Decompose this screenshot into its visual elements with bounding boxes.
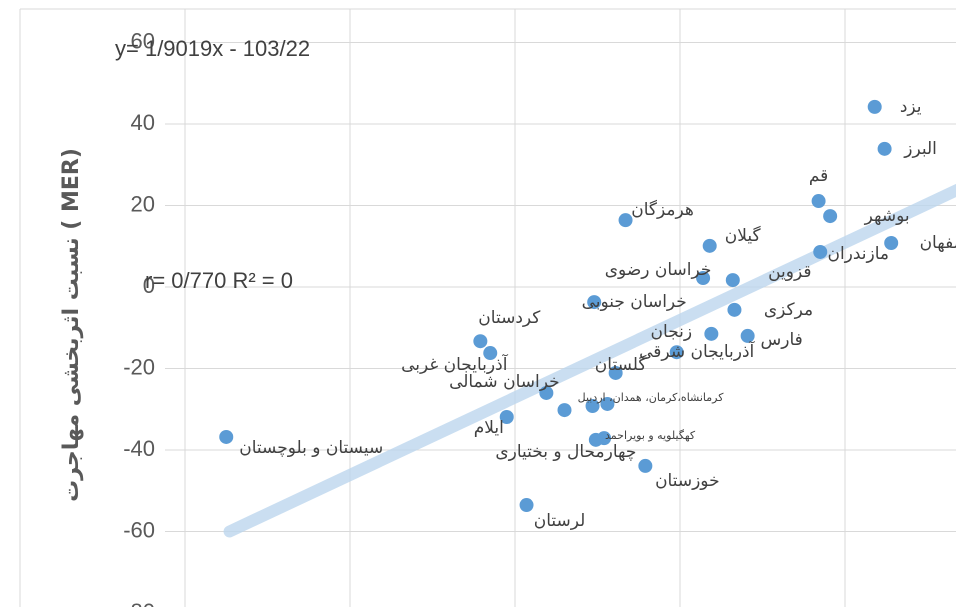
point-label: خوزستان xyxy=(655,471,720,491)
y-tick-label: -80 xyxy=(123,599,155,607)
point xyxy=(608,365,623,380)
y-axis-title: نسبت اثربخشی مهاجرت ( MER) xyxy=(59,148,84,502)
point xyxy=(557,403,572,418)
point-label: آذربایجان شرقی xyxy=(639,340,755,362)
point xyxy=(867,99,882,114)
labels: یزد البرز قم بوشهر اصفهان مازندران هرمزگان گیلا… xyxy=(239,97,956,531)
point-label: خراسان رضوی xyxy=(605,260,712,280)
point xyxy=(696,271,711,286)
point xyxy=(473,334,488,349)
point xyxy=(539,385,554,400)
y-tick-label: -20 xyxy=(123,354,155,379)
grid: -80 -60 -40 -20 0 20 40 60 xyxy=(19,9,956,607)
point-label: سیستان و بلوچستان xyxy=(239,438,383,458)
point xyxy=(587,295,602,310)
point-label: قم xyxy=(809,166,828,186)
equation: y= 1/9019x - 103/22 xyxy=(115,36,310,61)
trendline xyxy=(223,183,956,538)
point-label: فارس xyxy=(761,330,803,350)
trend xyxy=(223,183,956,538)
point xyxy=(588,432,603,447)
point xyxy=(740,328,755,343)
point xyxy=(618,213,633,228)
point xyxy=(483,346,498,361)
point-label: مازندران xyxy=(827,244,889,264)
point xyxy=(702,238,717,253)
point-label: مرکزی xyxy=(764,300,813,320)
point xyxy=(669,345,684,360)
point xyxy=(725,273,740,288)
point xyxy=(884,235,899,250)
point xyxy=(813,244,828,259)
point xyxy=(823,209,838,224)
point-label: ایلام xyxy=(474,418,504,438)
point-label: کهگیلویه و بویراحمد xyxy=(605,429,696,442)
point xyxy=(499,409,514,424)
correlation: r= 0/770 R² = 0 xyxy=(145,268,293,293)
point-label: البرز xyxy=(903,139,937,159)
point-label: خراسان شمالی xyxy=(449,372,560,392)
point-label: بوشهر xyxy=(864,206,910,226)
point xyxy=(877,141,892,156)
point xyxy=(811,194,826,209)
point-label: چهارمحال و بختیاری xyxy=(495,442,636,462)
points xyxy=(219,99,899,513)
point-label: هرمزگان xyxy=(631,199,694,220)
point-label: آذربایجان غربی xyxy=(401,353,509,375)
point-label: لرستان xyxy=(534,511,586,531)
point xyxy=(638,458,653,473)
y-tick-label: 60 xyxy=(131,28,155,53)
point xyxy=(585,398,600,413)
point-label: گیلان xyxy=(725,225,762,246)
y-tick-label: 0 xyxy=(143,273,155,298)
point xyxy=(219,429,234,444)
y-tick-label: 20 xyxy=(131,191,155,216)
point xyxy=(704,326,719,341)
point xyxy=(600,396,615,411)
y-tick-label: -60 xyxy=(123,517,155,542)
point xyxy=(519,498,534,513)
point xyxy=(727,302,742,317)
point-label: قزوین xyxy=(768,262,811,282)
point-label: اصفهان xyxy=(920,233,956,253)
point-label: یزد xyxy=(900,97,922,117)
y-tick-label: 40 xyxy=(131,110,155,135)
y-tick-label: -40 xyxy=(123,436,155,461)
point-label: کرمانشاه،کرمان، همدان، اردبیل xyxy=(578,391,725,404)
point-label: کردستان xyxy=(478,308,541,328)
point-label: خراسان جنوبی xyxy=(582,292,687,312)
point-label: گلستان xyxy=(595,354,648,375)
point-label: زنجان xyxy=(651,322,693,342)
